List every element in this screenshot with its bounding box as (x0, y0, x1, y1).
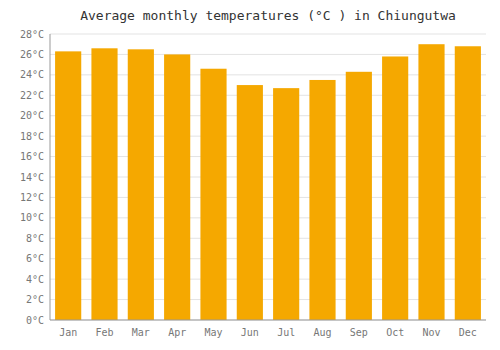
bar (164, 54, 190, 320)
chart: Average monthly temperatures (°C ) in Ch… (0, 0, 500, 350)
y-tick-label: 4°C (26, 274, 44, 285)
x-tick-label: Feb (95, 327, 113, 338)
grid-line (50, 34, 486, 35)
bar (91, 48, 117, 320)
x-tick-label: Aug (313, 327, 331, 338)
bar (55, 51, 81, 320)
bar (237, 85, 263, 320)
bars (55, 44, 481, 320)
x-axis-line (50, 320, 486, 321)
bar (418, 44, 444, 320)
y-tick-label: 0°C (26, 315, 44, 326)
bar (273, 88, 299, 320)
y-tick-label: 26°C (20, 49, 44, 60)
y-tick-label: 28°C (20, 29, 44, 40)
y-tick-label: 6°C (26, 253, 44, 264)
y-tick-label: 12°C (20, 192, 44, 203)
y-axis-line (50, 34, 51, 320)
y-tick-label: 24°C (20, 69, 44, 80)
y-tick-label: 2°C (26, 294, 44, 305)
y-tick-label: 8°C (26, 233, 44, 244)
title: Average monthly temperatures (°C ) in Ch… (80, 8, 456, 23)
x-tick-label: May (204, 327, 222, 338)
bar (200, 69, 226, 320)
y-tick-label: 10°C (20, 212, 44, 223)
bar (346, 72, 372, 320)
grid-line (50, 320, 486, 321)
x-tick-label: Mar (132, 327, 150, 338)
y-tick-label: 18°C (20, 131, 44, 142)
bar (128, 49, 154, 320)
x-tick-label: Oct (386, 327, 404, 338)
y-tick-label: 22°C (20, 90, 44, 101)
x-tick-label: Dec (459, 327, 477, 338)
grid (50, 34, 486, 320)
x-tick-label: Jun (241, 327, 259, 338)
y-tick-label: 16°C (20, 151, 44, 162)
x-tick-label: Sep (350, 327, 368, 338)
x-tick-label: Nov (422, 327, 440, 338)
page: {"chart_data": {"type": "bar", "title": … (0, 0, 500, 350)
y-tick-label: 14°C (20, 172, 44, 183)
bar (382, 56, 408, 320)
x-tick-label: Jul (277, 327, 295, 338)
x-tick-label: Jan (59, 327, 77, 338)
x-tick-label: Apr (168, 327, 186, 338)
y-tick-label: 20°C (20, 110, 44, 121)
bar (309, 80, 335, 320)
bar (455, 46, 481, 320)
